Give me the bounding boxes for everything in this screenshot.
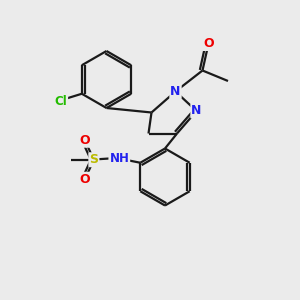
Text: O: O <box>80 173 90 186</box>
Text: S: S <box>89 153 98 166</box>
Text: N: N <box>191 104 202 118</box>
Text: N: N <box>170 85 181 98</box>
Text: O: O <box>80 134 90 147</box>
Text: O: O <box>203 37 214 50</box>
Text: Cl: Cl <box>54 95 67 108</box>
Text: NH: NH <box>110 152 129 165</box>
